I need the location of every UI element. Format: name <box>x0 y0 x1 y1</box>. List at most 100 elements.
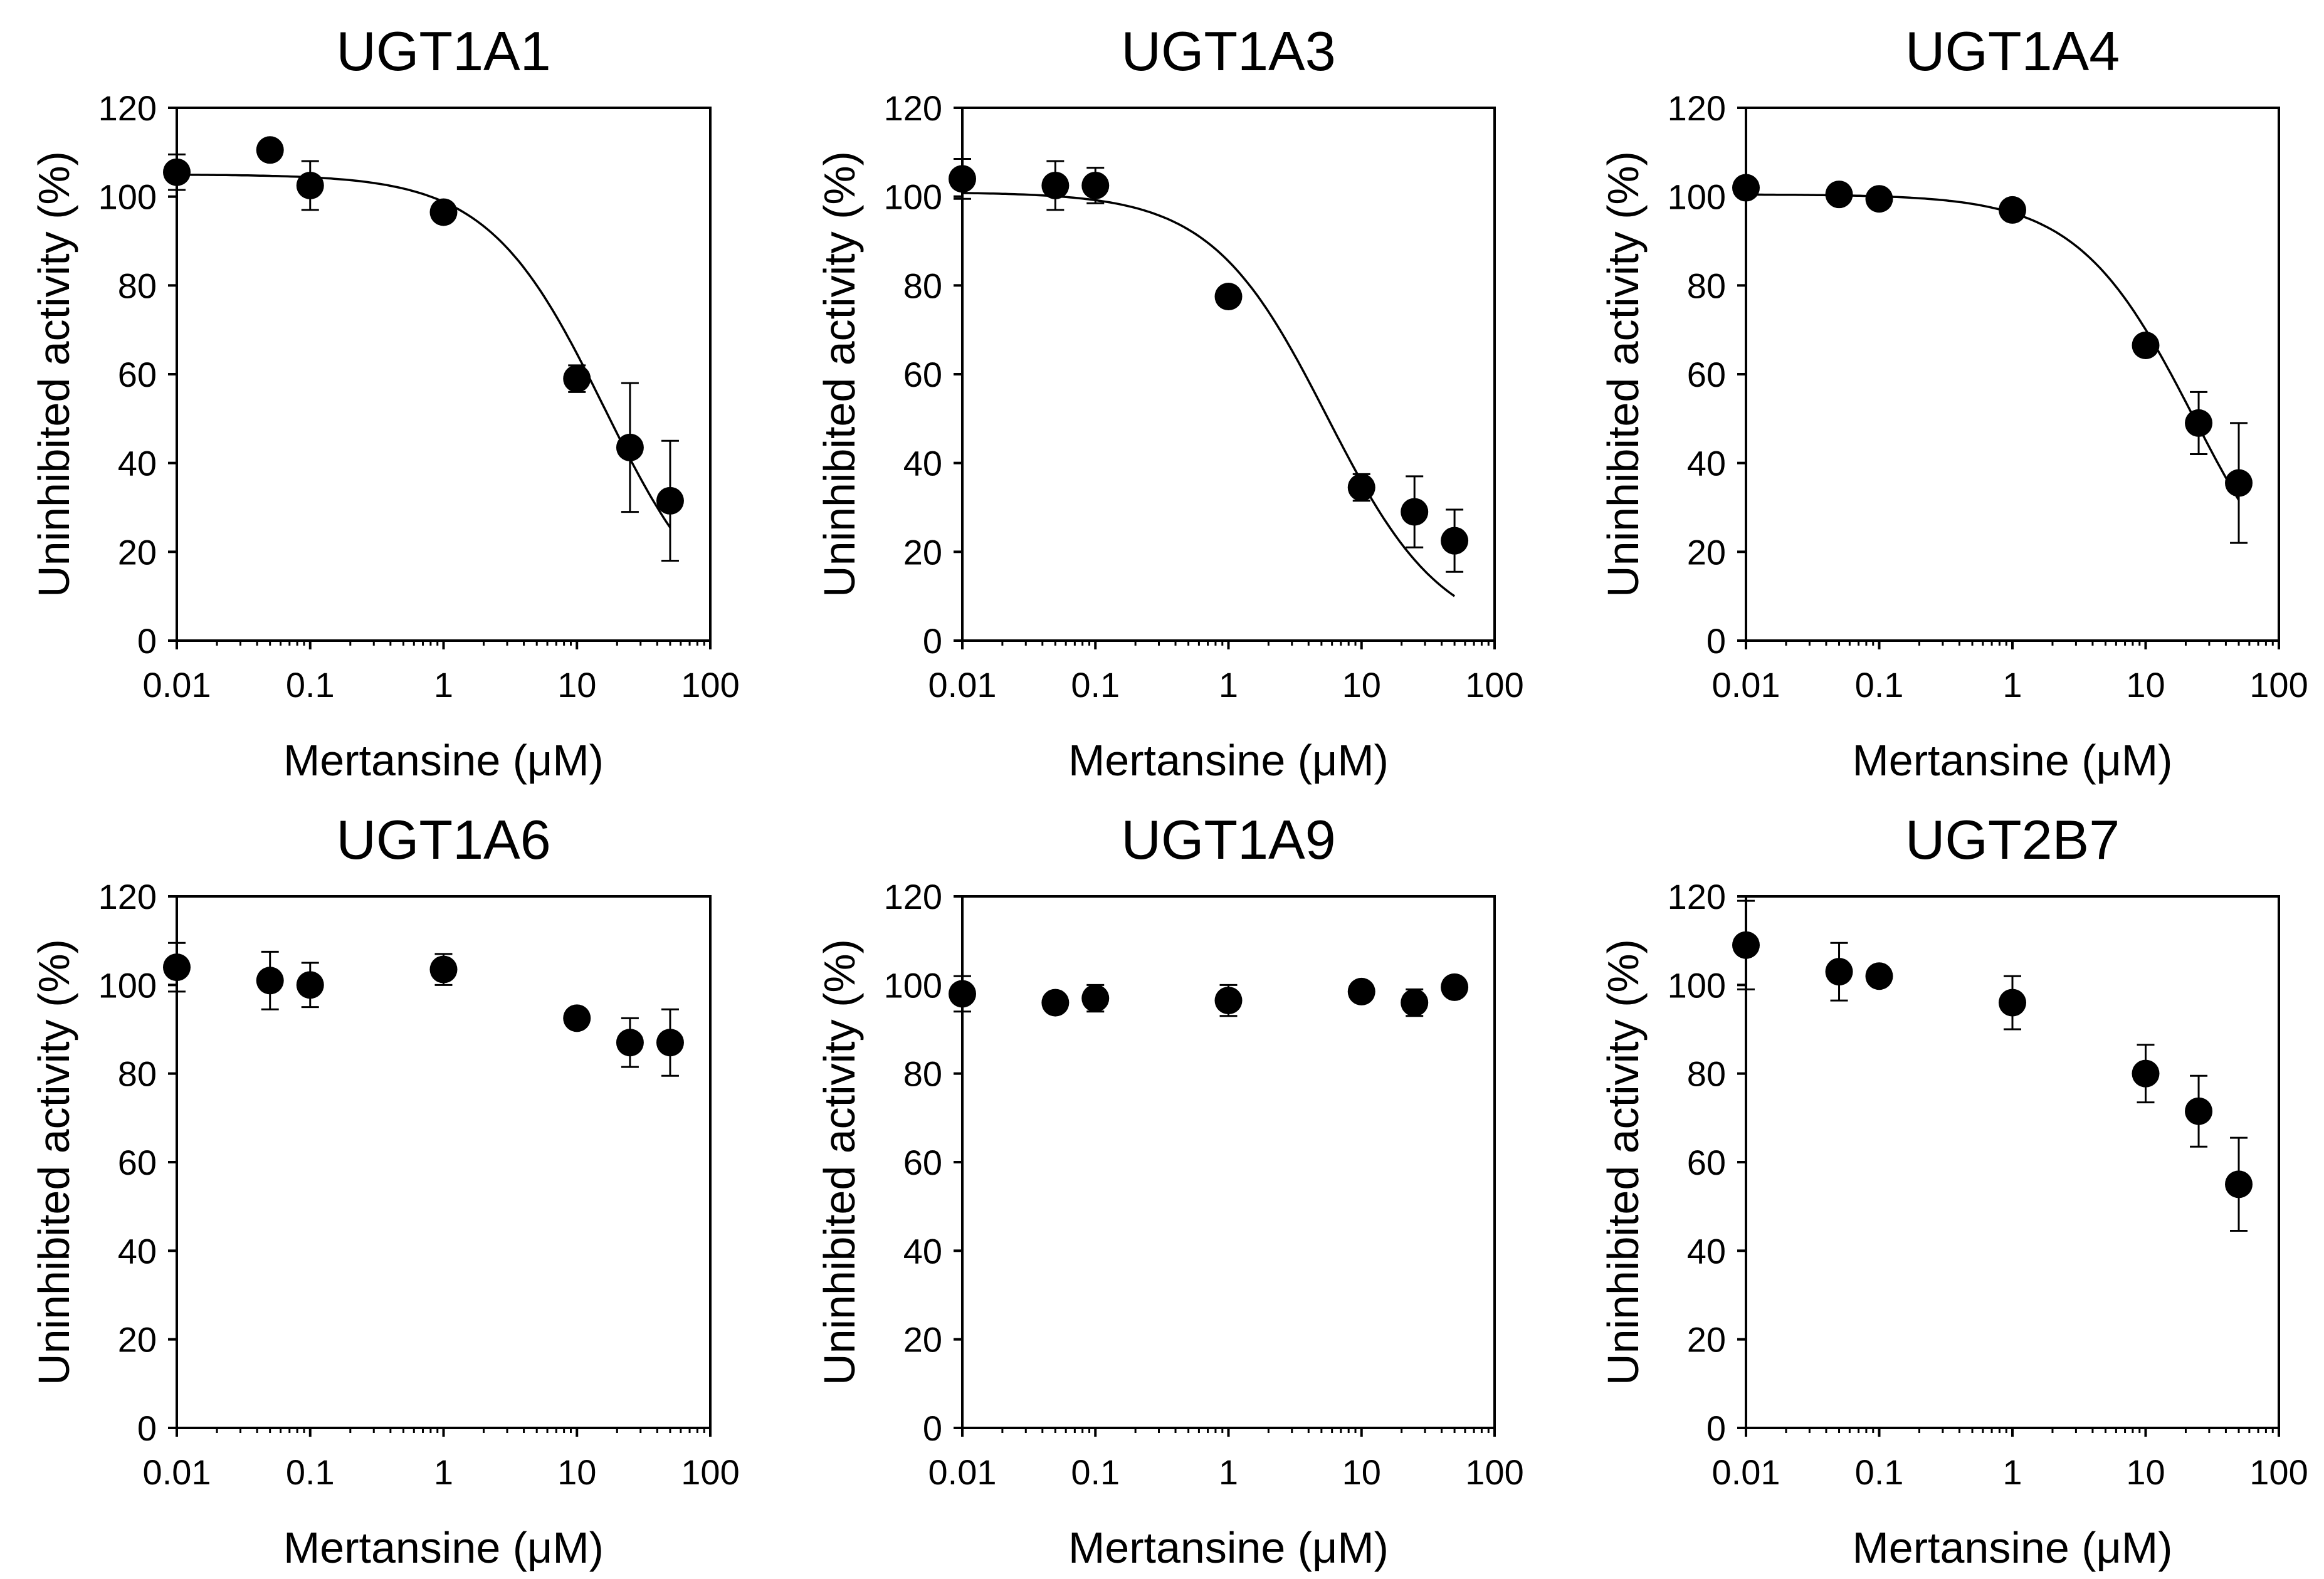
y-tick-label: 0 <box>923 621 942 661</box>
x-tick-label: 10 <box>557 665 596 705</box>
y-tick-label: 0 <box>1706 1409 1726 1448</box>
chart-panel-3: UGT1A4 0 20 40 60 80 100 120 0.01 0.1 1 10 100 Mertan… <box>1599 20 2308 785</box>
y-tick-label: 120 <box>1668 88 1726 128</box>
data-point <box>1347 473 1375 501</box>
data-point <box>1081 984 1110 1012</box>
data-point <box>1214 987 1243 1015</box>
y-tick-label: 60 <box>903 355 942 394</box>
y-tick-label: 80 <box>903 1054 942 1094</box>
x-axis-label: Mertansine (μM) <box>1068 736 1389 785</box>
x-axis-label: Mertansine (μM) <box>283 736 604 785</box>
chart-title: UGT1A4 <box>1905 20 2120 82</box>
x-axis-label: Mertansine (μM) <box>283 1523 604 1572</box>
x-axis-label: Mertansine (μM) <box>1853 1523 2173 1572</box>
data-point <box>2132 1059 2160 1088</box>
data-point <box>1214 283 1243 311</box>
y-tick-label: 40 <box>903 1231 942 1271</box>
data-point <box>296 971 324 999</box>
y-tick-label: 80 <box>903 266 942 305</box>
fit-curve <box>962 192 1456 597</box>
y-tick-label: 80 <box>118 1054 157 1094</box>
y-tick-label: 20 <box>903 1320 942 1360</box>
x-tick-label: 10 <box>1342 665 1381 705</box>
y-tick-label: 0 <box>1706 621 1726 661</box>
x-axis-label: Mertansine (μM) <box>1853 736 2173 785</box>
data-point <box>256 136 284 164</box>
data-point <box>1401 989 1429 1017</box>
y-tick-label: 60 <box>1687 1143 1726 1182</box>
y-axis-label: Uninhibited activity (%) <box>29 939 78 1385</box>
data-point <box>1732 931 1760 959</box>
x-tick-label: 1 <box>2002 1452 2022 1492</box>
x-tick-label: 0.01 <box>1712 1452 1780 1492</box>
x-tick-label: 1 <box>1219 1452 1238 1492</box>
x-tick-label: 100 <box>681 1452 739 1492</box>
x-tick-label: 10 <box>2126 665 2165 705</box>
y-tick-label: 120 <box>98 877 157 916</box>
y-tick-label: 120 <box>98 88 157 128</box>
data-point <box>1041 989 1070 1017</box>
y-tick-label: 100 <box>98 177 157 217</box>
y-tick-label: 40 <box>1687 444 1726 483</box>
x-tick-label: 0.01 <box>143 1452 211 1492</box>
y-tick-label: 120 <box>884 877 942 916</box>
x-tick-label: 1 <box>2002 665 2022 705</box>
x-tick-label: 100 <box>2249 665 2308 705</box>
data-point <box>163 158 191 186</box>
y-tick-label: 0 <box>923 1409 942 1448</box>
x-tick-label: 1 <box>1219 665 1238 705</box>
y-tick-label: 80 <box>1687 266 1726 305</box>
data-point <box>1825 181 1853 209</box>
x-tick-label: 100 <box>1465 1452 1523 1492</box>
data-point <box>1999 989 2026 1017</box>
y-tick-label: 40 <box>1687 1231 1726 1271</box>
chart-panel-5: UGT1A9 0 20 40 60 80 100 120 0.01 0.1 1 10 100 Mertan… <box>815 809 1524 1572</box>
y-tick-label: 100 <box>884 965 942 1005</box>
x-tick-label: 10 <box>1342 1452 1381 1492</box>
y-tick-label: 80 <box>118 266 157 305</box>
y-tick-label: 60 <box>118 355 157 394</box>
data-point <box>656 486 684 515</box>
y-axis-label: Uninhibited activity (%) <box>815 151 864 597</box>
y-tick-label: 100 <box>1668 965 1726 1005</box>
y-axis-label: Uninhibited activity (%) <box>815 939 864 1385</box>
x-axis-label: Mertansine (μM) <box>1068 1523 1389 1572</box>
y-tick-label: 40 <box>118 1231 157 1271</box>
y-tick-label: 60 <box>118 1143 157 1182</box>
x-tick-label: 0.1 <box>286 665 335 705</box>
x-tick-label: 10 <box>557 1452 596 1492</box>
data-point <box>616 433 644 461</box>
y-tick-label: 20 <box>118 1320 157 1360</box>
y-tick-label: 20 <box>1687 1320 1726 1360</box>
y-tick-label: 0 <box>137 621 157 661</box>
chart-panel-1: UGT1A1 0 20 40 60 80 100 120 0.01 0.1 1 10 100 Mertan… <box>29 20 740 785</box>
data-point <box>1732 174 1760 202</box>
data-point <box>256 967 284 995</box>
x-tick-label: 0.01 <box>928 1452 997 1492</box>
x-tick-label: 0.1 <box>1855 665 1904 705</box>
y-axis-label: Uninhibited activity (%) <box>1599 939 1648 1385</box>
data-point <box>2132 331 2160 359</box>
y-axis-label: Uninhibited activity (%) <box>29 151 78 597</box>
x-tick-label: 0.1 <box>1071 665 1120 705</box>
y-tick-label: 20 <box>1687 532 1726 572</box>
y-tick-label: 120 <box>1668 877 1726 916</box>
data-point <box>1347 977 1375 1005</box>
x-tick-label: 100 <box>1465 665 1523 705</box>
data-point <box>163 953 191 982</box>
data-point <box>2225 469 2253 497</box>
data-point <box>1865 185 1893 213</box>
data-point <box>616 1029 644 1057</box>
x-tick-label: 0.01 <box>143 665 211 705</box>
chart-title: UGT1A9 <box>1121 809 1335 871</box>
data-point <box>656 1029 684 1057</box>
data-point <box>1865 962 1893 990</box>
y-tick-label: 20 <box>118 532 157 572</box>
x-tick-label: 0.1 <box>286 1452 335 1492</box>
chart-title: UGT2B7 <box>1905 809 2120 871</box>
y-tick-label: 60 <box>1687 355 1726 394</box>
y-tick-label: 100 <box>1668 177 1726 217</box>
x-tick-label: 1 <box>434 665 453 705</box>
y-tick-label: 100 <box>884 177 942 217</box>
